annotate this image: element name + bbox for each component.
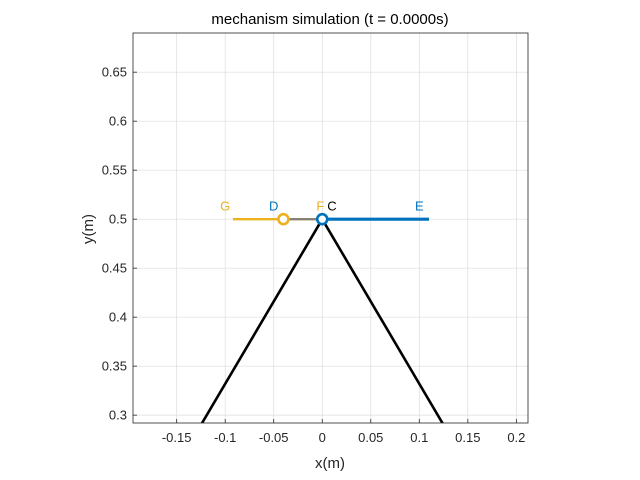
point-label-g: G <box>220 198 230 213</box>
joint-marker-1 <box>315 212 329 226</box>
y-tick-label: 0.35 <box>102 359 127 374</box>
x-tick-label: 0 <box>319 430 326 445</box>
chart-title: mechanism simulation (t = 0.0000s) <box>211 11 448 28</box>
x-tick-label: -0.05 <box>259 430 289 445</box>
ticks: -0.15 -0.1 -0.05 0 0.05 0.1 0.15 0.2 0.3 0.35 0.4 0… <box>102 65 526 445</box>
point-label-d: D <box>269 198 278 213</box>
y-axis-label: y(m) <box>80 214 97 244</box>
joint-marker-0 <box>277 212 290 226</box>
x-tick-label: -0.1 <box>214 430 236 445</box>
y-tick-label: 0.45 <box>102 261 127 276</box>
point-label-c: C <box>327 198 336 213</box>
point-label-e: E <box>415 198 424 213</box>
y-tick-label: 0.3 <box>109 408 127 423</box>
x-tick-label: 0.2 <box>507 430 525 445</box>
x-tick-label: 0.05 <box>358 430 383 445</box>
series-layer <box>200 212 444 423</box>
x-tick-label: 0.15 <box>455 430 480 445</box>
y-tick-label: 0.4 <box>109 310 127 325</box>
x-tick-label: 0.1 <box>410 430 428 445</box>
plot-area <box>133 33 528 423</box>
series-line-1 <box>321 218 444 423</box>
x-tick-label: -0.15 <box>162 430 192 445</box>
y-tick-label: 0.55 <box>102 163 127 178</box>
y-tick-label: 0.65 <box>102 65 127 80</box>
series-line-0 <box>200 218 324 423</box>
y-tick-label: 0.6 <box>109 114 127 129</box>
y-tick-label: 0.5 <box>109 212 127 227</box>
axes-box <box>132 32 529 424</box>
point-label-f: F <box>316 198 324 213</box>
x-axis-label: x(m) <box>315 455 345 472</box>
